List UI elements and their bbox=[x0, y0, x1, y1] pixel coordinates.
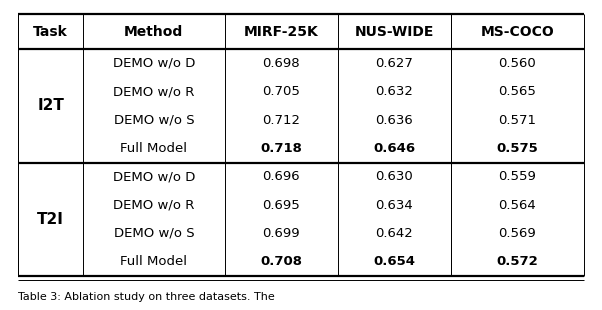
Text: Task: Task bbox=[33, 24, 68, 39]
Text: Full Model: Full Model bbox=[120, 255, 187, 268]
Text: DEMO w/o R: DEMO w/o R bbox=[113, 85, 194, 98]
Text: 0.571: 0.571 bbox=[498, 114, 536, 127]
Text: 0.708: 0.708 bbox=[260, 255, 302, 268]
Text: 0.632: 0.632 bbox=[376, 85, 414, 98]
Text: 0.654: 0.654 bbox=[373, 255, 415, 268]
Text: I2T: I2T bbox=[37, 99, 64, 113]
Text: T2I: T2I bbox=[37, 212, 64, 227]
Text: 0.560: 0.560 bbox=[498, 57, 536, 70]
Text: Table 3: Ablation study on three datasets. The: Table 3: Ablation study on three dataset… bbox=[18, 292, 275, 302]
Text: 0.698: 0.698 bbox=[262, 57, 300, 70]
Text: MS-COCO: MS-COCO bbox=[480, 24, 554, 39]
Text: 0.636: 0.636 bbox=[376, 114, 413, 127]
Text: 0.564: 0.564 bbox=[498, 199, 536, 212]
Text: 0.575: 0.575 bbox=[497, 142, 538, 155]
Text: DEMO w/o R: DEMO w/o R bbox=[113, 199, 194, 212]
Text: 0.634: 0.634 bbox=[376, 199, 413, 212]
Text: 0.559: 0.559 bbox=[498, 170, 536, 183]
Text: 0.699: 0.699 bbox=[262, 227, 300, 240]
Text: 0.627: 0.627 bbox=[376, 57, 414, 70]
Text: 0.569: 0.569 bbox=[498, 227, 536, 240]
Text: 0.565: 0.565 bbox=[498, 85, 536, 98]
Text: 0.695: 0.695 bbox=[262, 199, 300, 212]
Text: 0.712: 0.712 bbox=[262, 114, 300, 127]
Text: DEMO w/o S: DEMO w/o S bbox=[114, 227, 194, 240]
Text: DEMO w/o D: DEMO w/o D bbox=[113, 170, 195, 183]
Text: 0.718: 0.718 bbox=[260, 142, 302, 155]
Text: MIRF-25K: MIRF-25K bbox=[244, 24, 318, 39]
Text: DEMO w/o S: DEMO w/o S bbox=[114, 114, 194, 127]
Text: 0.572: 0.572 bbox=[497, 255, 538, 268]
Text: NUS-WIDE: NUS-WIDE bbox=[355, 24, 434, 39]
Text: DEMO w/o D: DEMO w/o D bbox=[113, 57, 195, 70]
Text: 0.705: 0.705 bbox=[262, 85, 300, 98]
Text: 0.646: 0.646 bbox=[373, 142, 415, 155]
Text: 0.630: 0.630 bbox=[376, 170, 413, 183]
Text: 0.642: 0.642 bbox=[376, 227, 413, 240]
Text: Full Model: Full Model bbox=[120, 142, 187, 155]
Text: 0.696: 0.696 bbox=[262, 170, 300, 183]
Text: Method: Method bbox=[124, 24, 184, 39]
